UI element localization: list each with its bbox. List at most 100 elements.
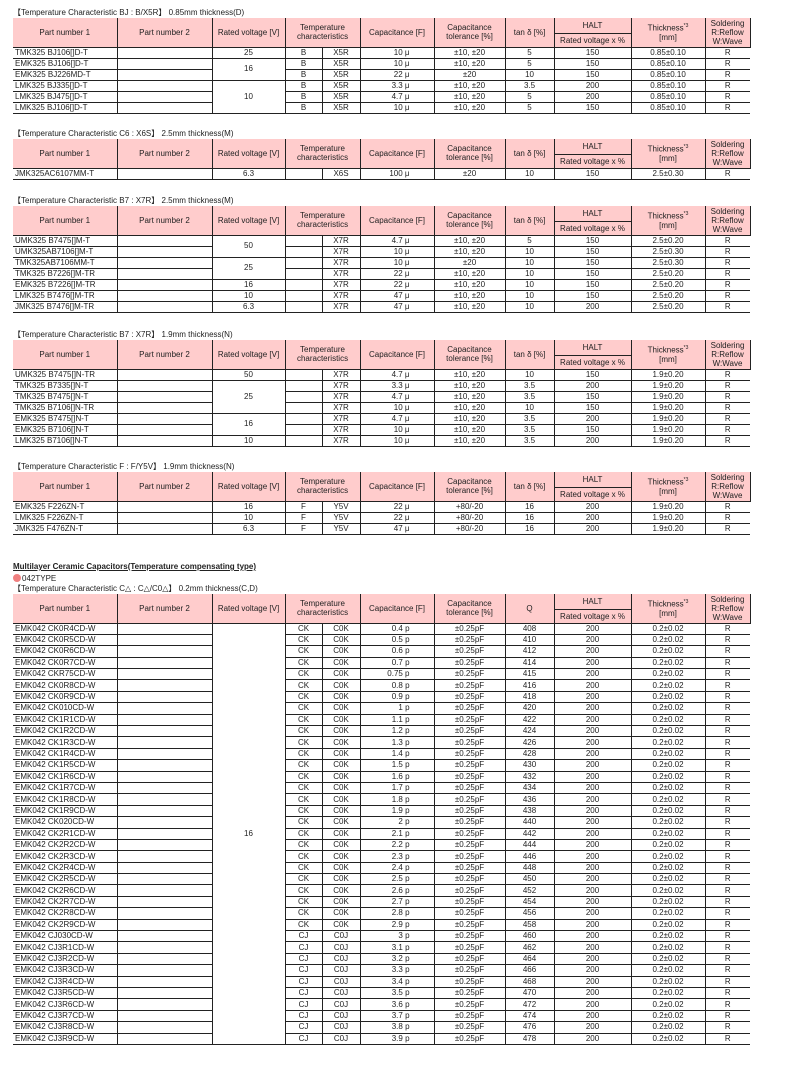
soldering: R	[704, 816, 751, 829]
table-row: EMK042 CK2R3CD-W CK C0K 2.3 p ±0.25pF 446 200 0…	[13, 850, 751, 863]
temp-char-eia: C0K	[321, 702, 361, 715]
table-row: UMK325 B7475[]N-TR 50 X7R 4.7 μ ±10, ±20 10 15…	[13, 369, 751, 381]
tan-delta: 3.5	[504, 391, 555, 403]
temp-char-eia: X5R	[321, 102, 361, 114]
capacitance: 0.9 p	[359, 691, 435, 704]
thickness: 0.2±0.02	[630, 1033, 706, 1045]
temp-char-eia: X7R	[321, 424, 361, 436]
capacitance-tolerance: ±0.25pF	[433, 850, 506, 863]
temp-char-eia: C0K	[321, 805, 361, 818]
tan-delta: 3.5	[504, 435, 555, 447]
header-capacitance-tolerance: Capacitance tolerance [%]	[433, 139, 506, 169]
thickness: 0.2±0.02	[630, 953, 706, 966]
table-row: LMK325 B7476[]M-TR 10 X7R 47 μ ±10, ±20 10 150…	[13, 290, 751, 302]
thickness: 1.9±0.20	[630, 523, 706, 535]
capacitance: 3.3 μ	[359, 380, 435, 392]
temp-char-eia: C0K	[321, 725, 361, 738]
soldering: R	[704, 501, 751, 513]
header-rated-voltage: Rated voltage [V]	[211, 340, 286, 370]
capacitance-tolerance: ±10, ±20	[433, 102, 506, 114]
header-capacitance: Capacitance [F]	[359, 206, 435, 236]
capacitance: 4.7 μ	[359, 391, 435, 403]
capacitance: 3.4 p	[359, 976, 435, 989]
section-heading: Multilayer Ceramic Capacitors(Temperatur…	[13, 562, 257, 571]
tan-delta: 16	[504, 523, 555, 535]
q-value: 424	[504, 725, 555, 738]
header-capacitance: Capacitance [F]	[359, 139, 435, 169]
table-row: EMK042 CJ030CD-W CJ C0J 3 p ±0.25pF 460 200 0.2…	[13, 930, 751, 943]
capacitance-tolerance: ±10, ±20	[433, 58, 506, 70]
soldering: R	[704, 873, 751, 886]
halt-value: 200	[553, 862, 632, 875]
header-halt: HALT	[553, 139, 632, 155]
q-value: 408	[504, 623, 555, 635]
halt-value: 200	[553, 668, 632, 681]
capacitance: 10 μ	[359, 402, 435, 414]
capacitance-tolerance: +80/-20	[433, 523, 506, 535]
table-row: JMK325 F476ZN-T 6.3 F Y5V 47 μ +80/-20 16 200 1.…	[13, 523, 751, 535]
capacitance-tolerance: ±0.25pF	[433, 919, 506, 932]
capacitance-tolerance: ±0.25pF	[433, 987, 506, 1000]
temp-char-code: CK	[284, 919, 322, 932]
capacitance-tolerance: ±0.25pF	[433, 976, 506, 989]
header-part-number-2: Part number 2	[116, 139, 213, 169]
table-row: EMK042 CK1R4CD-W CK C0K 1.4 p ±0.25pF 428 200 0…	[13, 748, 751, 761]
part-number-2	[116, 668, 212, 681]
capacitance: 0.75 p	[359, 668, 435, 681]
part-number-2	[116, 634, 212, 647]
capacitance: 47 μ	[359, 301, 435, 313]
halt-value: 150	[553, 268, 632, 280]
table-row: EMK042 CK1R8CD-W CK C0K 1.8 p ±0.25pF 436 200 0…	[13, 793, 751, 806]
header-part-number-1: Part number 1	[13, 594, 118, 624]
temp-char-code: CK	[284, 691, 322, 704]
part-number-2	[116, 748, 212, 761]
table-row: TMK325 B7106[]N-TR X7R 10 μ ±10, ±20 10 150 1.…	[13, 402, 751, 414]
temp-char-code: CK	[284, 736, 322, 749]
part-number-2	[116, 279, 212, 291]
part-number-2	[116, 941, 212, 954]
halt-value: 200	[553, 907, 632, 920]
soldering: R	[704, 714, 751, 727]
part-number-1: EMK042 CK1R6CD-W	[13, 771, 117, 783]
part-number-2	[116, 1033, 212, 1045]
tan-delta: 10	[504, 301, 555, 313]
capacitance-tolerance: ±20	[433, 257, 506, 269]
part-number-2	[116, 930, 212, 943]
header-tan-delta: tan δ [%]	[504, 206, 555, 236]
capacitance: 3.9 p	[359, 1033, 435, 1045]
temp-char-code: B	[284, 80, 322, 92]
capacitance: 100 μ	[359, 168, 435, 180]
capacitance: 22 μ	[359, 268, 435, 280]
spec-table: Part number 1 Part number 2 Rated voltage …	[13, 340, 751, 447]
halt-value: 200	[553, 782, 632, 795]
table-row: TMK325 B7335[]N-T 25 X7R 3.3 μ ±10, ±20 3.5 20…	[13, 380, 751, 414]
tan-delta: 10	[504, 369, 555, 381]
halt-value: 200	[553, 301, 632, 313]
halt-value: 200	[553, 634, 632, 647]
thickness: 0.2±0.02	[630, 964, 706, 977]
table-row: EMK042 CK1R6CD-W CK C0K 1.6 p ±0.25pF 432 200 0…	[13, 771, 751, 783]
spec-table: Part number 1 Part number 2 Rated voltage …	[13, 472, 751, 535]
header-part-number-2: Part number 2	[116, 472, 213, 502]
header-temperature-characteristics: Temperature characteristics	[284, 340, 361, 370]
halt-value: 200	[553, 941, 632, 954]
halt-value: 200	[553, 930, 632, 943]
table-row: EMK042 CK0R8CD-W CK C0K 0.8 p ±0.25pF 416 200 0…	[13, 679, 751, 692]
header-part-number-2: Part number 2	[116, 18, 213, 48]
soldering: R	[704, 884, 751, 897]
soldering: R	[704, 268, 751, 280]
part-number-2	[116, 1010, 212, 1023]
temp-char-code: CK	[284, 896, 322, 909]
part-number-1: EMK042 CK2R1CD-W	[13, 828, 117, 840]
header-thickness: Thickness*3 [mm]	[630, 139, 706, 169]
part-number-1: UMK325 B7475[]N-TR	[13, 369, 117, 381]
header-thickness-note: *3	[683, 144, 689, 151]
thickness: 2.5±0.20	[630, 290, 706, 302]
temp-char-eia: C0J	[321, 987, 361, 1000]
halt-value: 200	[553, 725, 632, 738]
soldering: R	[704, 702, 751, 715]
soldering: R	[704, 782, 751, 795]
temp-char-eia: X7R	[321, 435, 361, 447]
section-title: 【Temperature Characteristic C6 : X6S】 2.…	[13, 129, 234, 138]
part-number-1: EMK042 CJ030CD-W	[13, 930, 117, 943]
